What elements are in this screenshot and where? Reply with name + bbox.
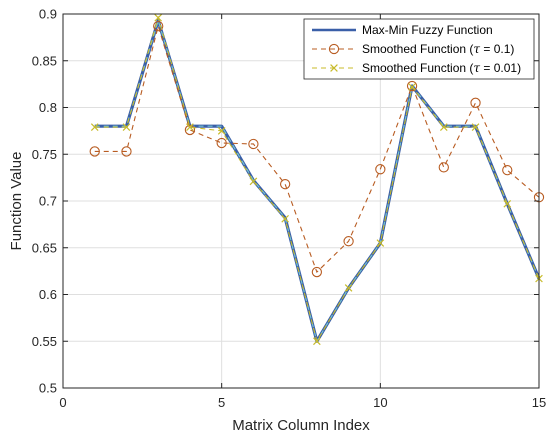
legend-marker [330, 64, 338, 72]
data-point [313, 337, 321, 346]
legend-marker [328, 43, 340, 55]
legend-item: Max-Min Fuzzy Function [312, 23, 493, 37]
data-point [249, 177, 258, 186]
legend: Max-Min Fuzzy Function Smoothed Function … [303, 18, 535, 80]
data-point [217, 127, 226, 135]
data-point [184, 124, 196, 136]
y-tick-label: 0.8 [39, 100, 57, 115]
data-point [408, 83, 416, 91]
legend-label: Smoothed Function (τ = 0.1) [362, 42, 514, 56]
y-tick-label: 0.6 [39, 287, 57, 302]
x-tick-label: 5 [218, 395, 225, 410]
data-point [121, 146, 132, 157]
series-line [94, 24, 540, 274]
data-point [122, 123, 131, 131]
legend-label-prefix: Smoothed Function ( [362, 61, 473, 75]
data-point [311, 266, 323, 278]
data-point [248, 138, 259, 150]
y-tick-label: 0.9 [39, 7, 57, 22]
data-point [376, 239, 385, 247]
data-point [470, 97, 481, 108]
data-point [503, 199, 512, 208]
legend-label-suffix: = 0.1) [480, 42, 514, 56]
data-point [90, 123, 99, 131]
y-tick-label: 0.55 [32, 334, 57, 349]
x-tick-label: 10 [373, 395, 387, 410]
legend-label-prefix: Smoothed Function ( [362, 42, 473, 56]
legend-item: Smoothed Function (τ = 0.01) [312, 61, 521, 75]
grid-lines [63, 14, 539, 388]
legend-label-suffix: = 0.01) [480, 61, 521, 75]
data-point [344, 284, 353, 292]
data-point [439, 123, 448, 131]
data-point [406, 80, 418, 92]
legend-label: Max-Min Fuzzy Function [362, 23, 493, 37]
legend-label-tau: τ [473, 42, 480, 56]
x-axis-label: Matrix Column Index [232, 417, 370, 434]
legend-label-tau: τ [473, 61, 480, 75]
data-point [502, 164, 513, 176]
series-2 [89, 21, 545, 278]
x-tick-label: 15 [532, 395, 546, 410]
data-point [89, 146, 100, 157]
y-tick-label: 0.5 [39, 381, 57, 396]
data-point [281, 214, 289, 223]
data-point [279, 179, 291, 190]
y-tick-label: 0.7 [39, 194, 57, 209]
legend-label: Smoothed Function (τ = 0.01) [362, 61, 521, 75]
y-tick-label: 0.75 [32, 147, 57, 162]
data-point [438, 162, 449, 173]
y-tick-label: 0.65 [32, 240, 57, 255]
y-tick-label: 0.85 [32, 53, 57, 68]
data-point [216, 137, 227, 149]
data-point [343, 236, 354, 247]
data-point [186, 123, 194, 131]
y-axis-label: Function Value [8, 152, 25, 251]
data-point [154, 13, 163, 22]
series-3 [90, 13, 543, 346]
legend-item: Smoothed Function (τ = 0.1) [312, 42, 514, 56]
series-group [89, 13, 545, 346]
axis-ticks [62, 13, 540, 389]
data-point [471, 123, 480, 131]
legend-label-prefix: Max-Min Fuzzy Function [362, 23, 493, 37]
data-point [375, 164, 386, 175]
data-point [153, 21, 164, 32]
tick-labels: 0 5 10 15 0.5 0.55 0.6 0.65 0.7 0.75 0.8 0.85 0.9 [32, 7, 547, 411]
x-tick-label: 0 [59, 395, 66, 410]
